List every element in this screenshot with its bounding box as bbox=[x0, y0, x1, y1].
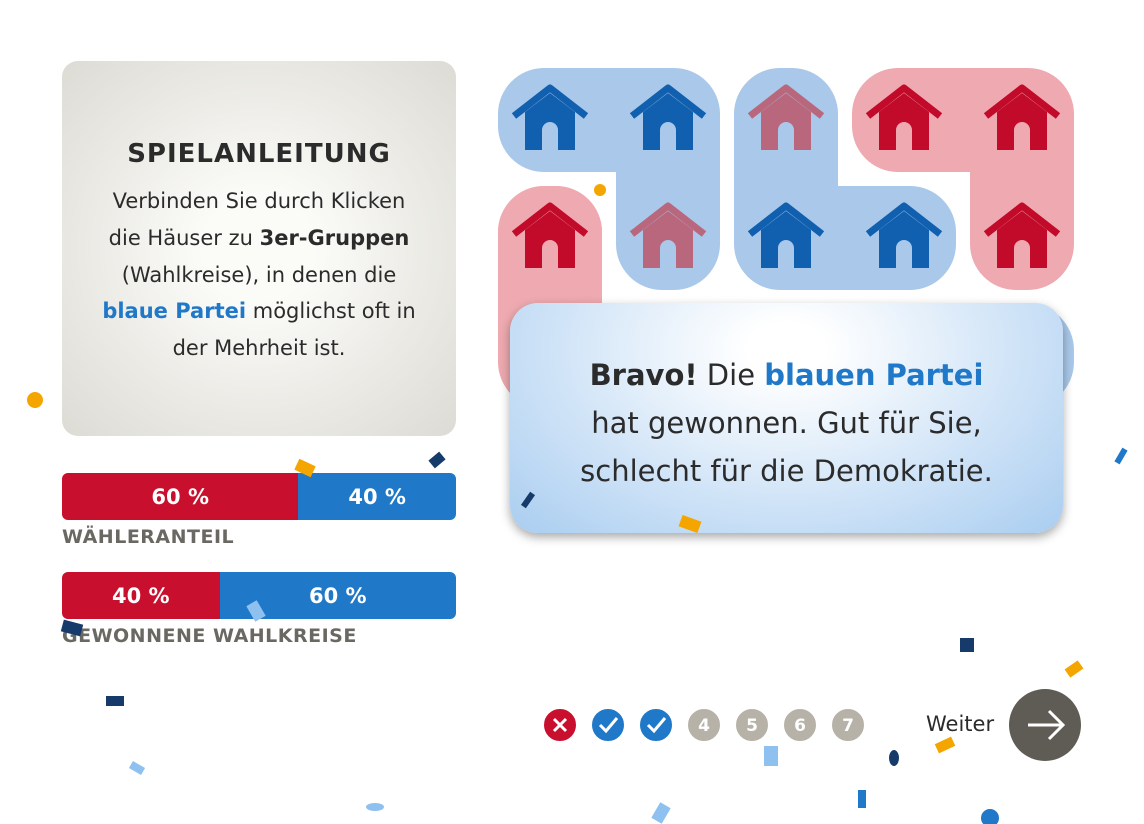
next-label[interactable]: Weiter bbox=[926, 712, 995, 736]
stat-value: 40 % bbox=[112, 583, 170, 608]
house-roof bbox=[511, 84, 589, 119]
house bbox=[629, 84, 707, 150]
house-body bbox=[525, 211, 575, 268]
text-run: Bravo! bbox=[589, 358, 698, 392]
instructions-text: Verbinden Sie durch Klicken die Häuser zu… bbox=[62, 183, 456, 367]
next-button[interactable] bbox=[1009, 689, 1081, 761]
house-roof bbox=[511, 202, 589, 237]
text-run: der Mehrheit ist. bbox=[172, 336, 346, 361]
text-run: blaue Partei bbox=[102, 299, 247, 324]
text-run: (Wahlkreise), in denen die bbox=[121, 262, 397, 287]
house-body bbox=[997, 211, 1047, 268]
house-body bbox=[879, 93, 929, 150]
text-line: hat gewonnen. Gut für Sie, bbox=[510, 399, 1063, 447]
instructions-panel: SPIELANLEITUNG Verbinden Sie durch Klick… bbox=[62, 61, 456, 436]
text-line: Bravo! Die blauen Partei bbox=[510, 351, 1063, 399]
stat-label: GEWONNENE WAHLKREISE bbox=[62, 625, 357, 647]
text-line: der Mehrheit ist. bbox=[62, 330, 456, 367]
instructions-title: SPIELANLEITUNG bbox=[127, 139, 391, 169]
stat-bar: 40 % 60 % bbox=[62, 572, 456, 619]
stat-segment: 40 % bbox=[62, 572, 220, 619]
text-run: die Häuser zu bbox=[108, 225, 260, 250]
house-body bbox=[761, 211, 811, 268]
house bbox=[865, 84, 943, 150]
house bbox=[865, 202, 943, 268]
house bbox=[747, 202, 825, 268]
house-roof bbox=[629, 84, 707, 119]
text-line: Verbinden Sie durch Klicken bbox=[62, 183, 456, 220]
house bbox=[983, 202, 1061, 268]
text-run: möglichst oft in bbox=[246, 299, 416, 324]
next-arrow bbox=[1028, 709, 1066, 741]
house-body bbox=[879, 211, 929, 268]
stat-bar: 60 % 40 % bbox=[62, 473, 456, 520]
text-run: 3er-Gruppen bbox=[259, 225, 410, 250]
house bbox=[629, 202, 707, 268]
house bbox=[511, 84, 589, 150]
house-roof bbox=[629, 202, 707, 237]
house-roof bbox=[983, 202, 1061, 237]
house-roof bbox=[865, 202, 943, 237]
house-body bbox=[643, 211, 693, 268]
house-roof bbox=[747, 202, 825, 237]
house bbox=[747, 84, 825, 150]
result-text: Bravo! Die blauen Partei hat gewonnen. Gu… bbox=[510, 351, 1063, 495]
stat-value: 40 % bbox=[348, 484, 406, 509]
text-line: die Häuser zu 3er-Gruppen bbox=[62, 220, 456, 257]
stat-segment: 40 % bbox=[298, 473, 456, 520]
house-body bbox=[643, 93, 693, 150]
stat-segment: 60 % bbox=[62, 473, 299, 520]
result-dialog: Bravo! Die blauen Partei hat gewonnen. Gu… bbox=[510, 303, 1063, 533]
text-run: schlecht für die Demokratie. bbox=[580, 454, 993, 488]
house bbox=[983, 84, 1061, 150]
stat-value: 60 % bbox=[309, 583, 367, 608]
text-line: blaue Partei möglichst oft in bbox=[62, 293, 456, 330]
text-run: Die bbox=[697, 358, 765, 392]
stat-value: 60 % bbox=[151, 484, 209, 509]
house-roof bbox=[865, 84, 943, 119]
house bbox=[511, 202, 589, 268]
text-run: blauen Partei bbox=[764, 358, 984, 392]
stat-segment: 60 % bbox=[219, 572, 456, 619]
house-roof bbox=[983, 84, 1061, 119]
house-body bbox=[997, 93, 1047, 150]
text-run: Verbinden Sie durch Klicken bbox=[112, 189, 406, 213]
house-body bbox=[761, 93, 811, 150]
text-line: (Wahlkreise), in denen die bbox=[62, 257, 456, 294]
text-run: hat gewonnen. Gut für Sie, bbox=[591, 406, 982, 440]
stat-label: WÄHLERANTEIL bbox=[62, 526, 235, 548]
house-roof bbox=[747, 84, 825, 119]
house-body bbox=[525, 93, 575, 150]
text-line: schlecht für die Demokratie. bbox=[510, 447, 1063, 495]
